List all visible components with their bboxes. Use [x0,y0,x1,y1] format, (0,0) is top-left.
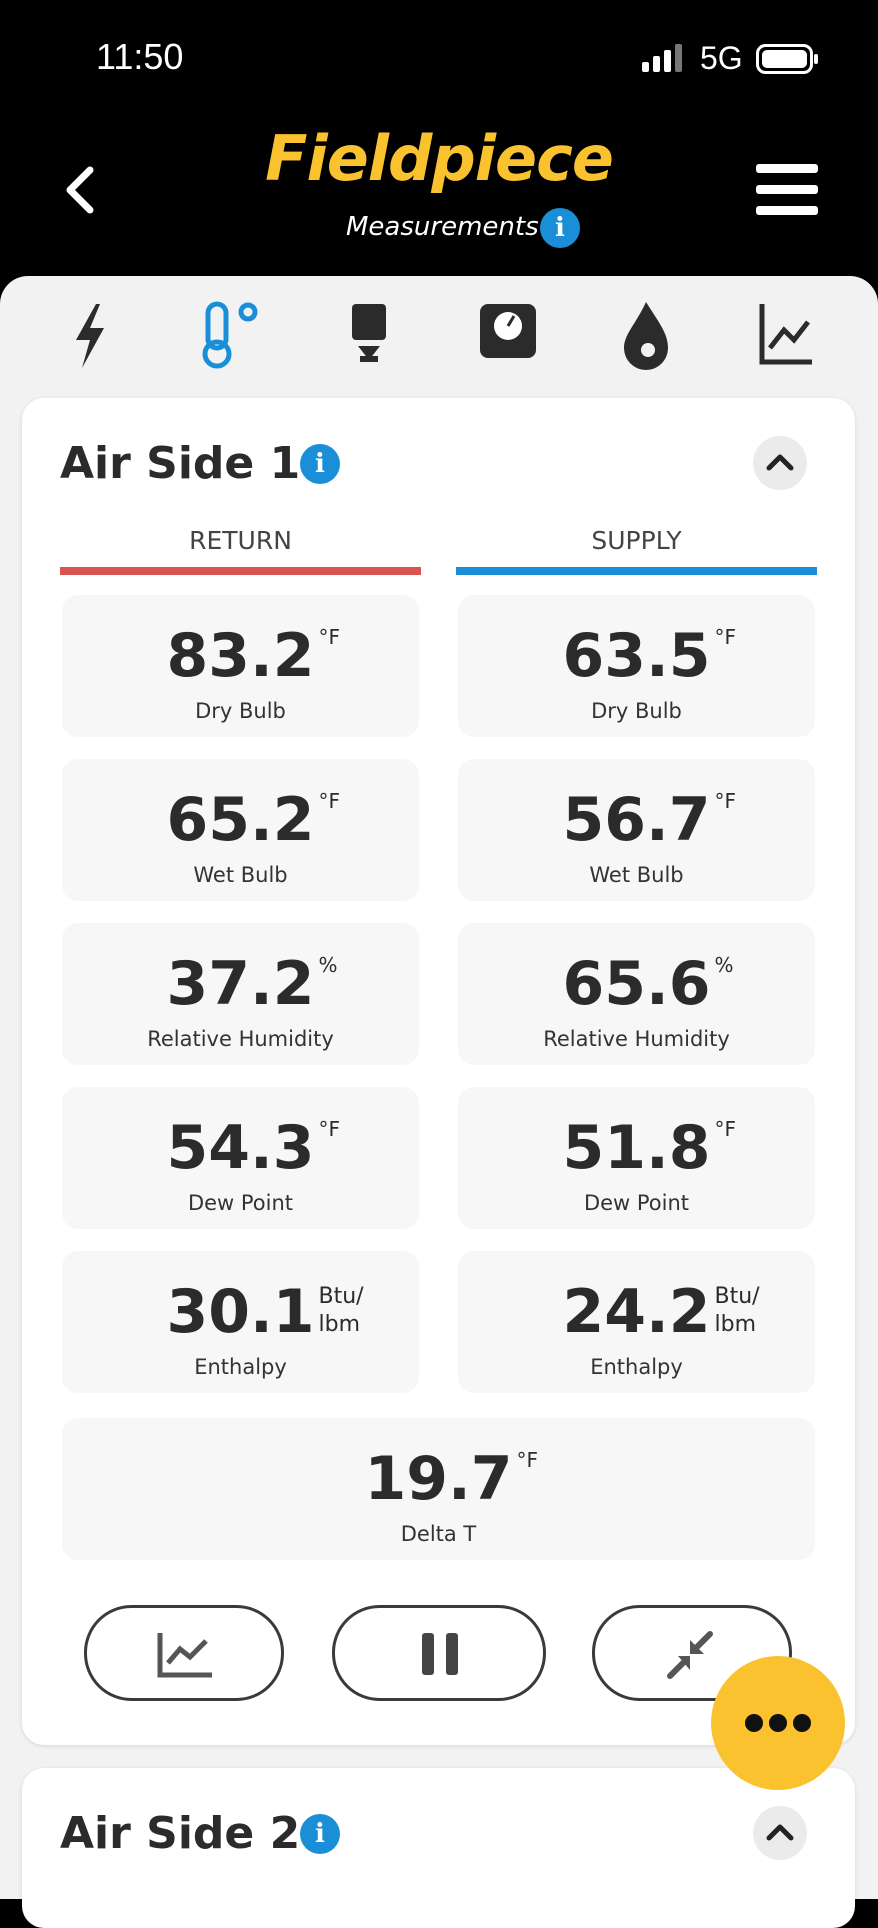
measurement-label: Enthalpy [194,1355,287,1379]
value-unit: °F [318,1117,341,1141]
measurement-value: 65.6% [458,949,815,1019]
section-title: Air Side 1 [60,438,301,489]
measurement-value: 54.3 °F [62,1113,419,1183]
measurement-tile: 24.2 Btu/lbm Enthalpy [458,1251,815,1393]
unit-line: Btu/ [714,1284,760,1309]
measurement-tile: 65.6% Relative Humidity [458,923,815,1065]
measurement-label: Dry Bulb [195,699,286,723]
value-unit: Btu/lbm [319,1283,364,1339]
menu-button[interactable] [756,162,818,218]
value-number: 63.5 °F [562,621,737,691]
brand-logo: Fieldpiece [265,122,614,195]
measurement-value: 19.7 °F [62,1444,815,1514]
measurement-tile: 56.7 °F Wet Bulb [458,759,815,901]
unit-line: lbm [714,1312,757,1337]
measurement-label: Enthalpy [590,1355,683,1379]
measurement-tile: 63.5 °F Dry Bulb [458,595,815,737]
measurement-value: 37.2% [62,949,419,1019]
info-button[interactable]: i [300,1814,340,1854]
measurement-label: Wet Bulb [193,863,288,887]
measurement-tile: 37.2% Relative Humidity [62,923,419,1065]
scale-tab[interactable] [480,304,536,358]
category-tabs [76,301,812,370]
value-unit: °F [714,789,737,813]
measurement-tile: 51.8 °F Dew Point [458,1087,815,1229]
measurement-value: 30.1 Btu/lbm [62,1277,419,1347]
measurement-value: 24.2 Btu/lbm [458,1277,815,1347]
value-number: 19.7 °F [364,1444,539,1514]
value-unit: % [318,953,338,977]
chevron-up [766,454,794,471]
measurement-tile: 54.3 °F Dew Point [62,1087,419,1229]
chevron-up [766,1824,794,1841]
more-fab[interactable] [708,1653,848,1793]
value-unit: °F [516,1448,539,1472]
value-unit: °F [714,1117,737,1141]
airflow-tab[interactable] [352,304,386,362]
unit-line: Btu/ [318,1284,364,1309]
pause-button[interactable] [332,1605,546,1701]
status-time: 11:50 [96,36,184,77]
temperature-tab[interactable] [202,301,258,369]
measurement-tile: 19.7 °F Delta T [62,1418,815,1560]
battery-icon [756,44,818,74]
value-number: 83.2 °F [166,621,341,691]
measurement-value: 63.5 °F [458,621,815,691]
value-unit: Btu/lbm [715,1283,760,1339]
column-bar [456,567,817,575]
value-unit: °F [714,625,737,649]
measurement-tile: 83.2 °F Dry Bulb [62,595,419,737]
value-number: 65.6% [562,949,734,1019]
measurement-tile: 65.2 °F Wet Bulb [62,759,419,901]
value-number: 30.1 Btu/lbm [166,1277,364,1347]
measurement-label: Relative Humidity [543,1027,730,1051]
combustion-tab[interactable] [624,302,668,370]
unit-line: lbm [318,1312,361,1337]
column-bar [60,567,421,575]
measurement-value: 65.2 °F [62,785,419,855]
column-header: RETURN [189,526,292,555]
value-number: 51.8 °F [562,1113,737,1183]
measurement-label: Delta T [400,1522,477,1546]
section-title: Air Side 2 [60,1808,301,1859]
measurement-value: 83.2 °F [62,621,419,691]
value-number: 24.2 Btu/lbm [562,1277,760,1347]
value-number: 56.7 °F [562,785,737,855]
collapse-toggle[interactable] [753,1806,807,1860]
value-unit: % [714,953,734,977]
network-type: 5G [700,40,743,76]
measurement-value: 56.7 °F [458,785,815,855]
measurement-label: Relative Humidity [147,1027,334,1051]
measurement-label: Dry Bulb [591,699,682,723]
info-button[interactable]: i [300,444,340,484]
measurement-value: 51.8 °F [458,1113,815,1183]
page-subtitle: Measurements [346,212,539,242]
value-unit: °F [318,789,341,813]
value-unit: °F [318,625,341,649]
collapse-toggle[interactable] [753,436,807,490]
value-number: 65.2 °F [166,785,341,855]
measurement-label: Dew Point [583,1191,690,1215]
info-button[interactable]: i [540,208,580,248]
graph-tab[interactable] [759,304,812,365]
value-number: 37.2% [166,949,338,1019]
electrical-tab[interactable] [76,304,104,368]
back-button[interactable] [62,166,98,214]
measurement-label: Dew Point [187,1191,294,1215]
signal-icon [642,44,682,72]
column-header: SUPPLY [591,526,682,555]
measurement-label: Wet Bulb [589,863,684,887]
collapse-icon [667,1631,713,1679]
value-number: 54.3 °F [166,1113,341,1183]
measurement-tile: 30.1 Btu/lbm Enthalpy [62,1251,419,1393]
